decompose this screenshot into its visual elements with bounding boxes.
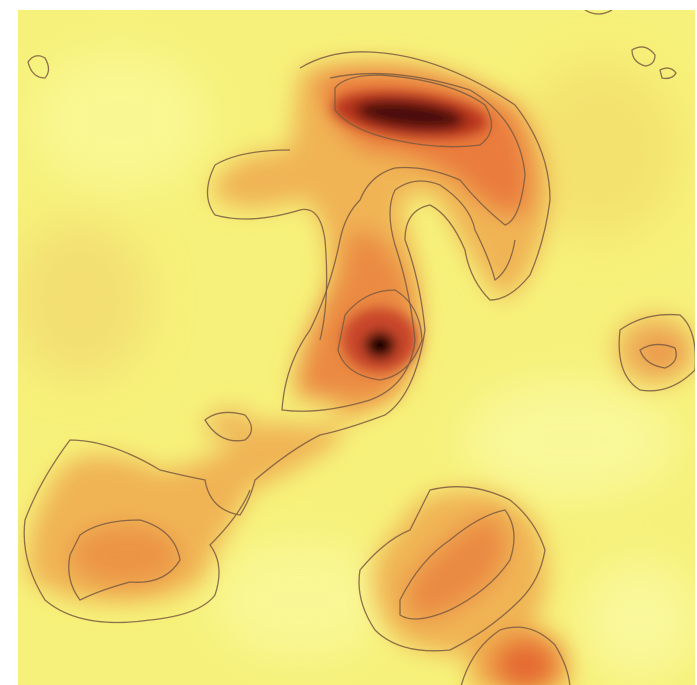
map-area: [10, 10, 697, 685]
